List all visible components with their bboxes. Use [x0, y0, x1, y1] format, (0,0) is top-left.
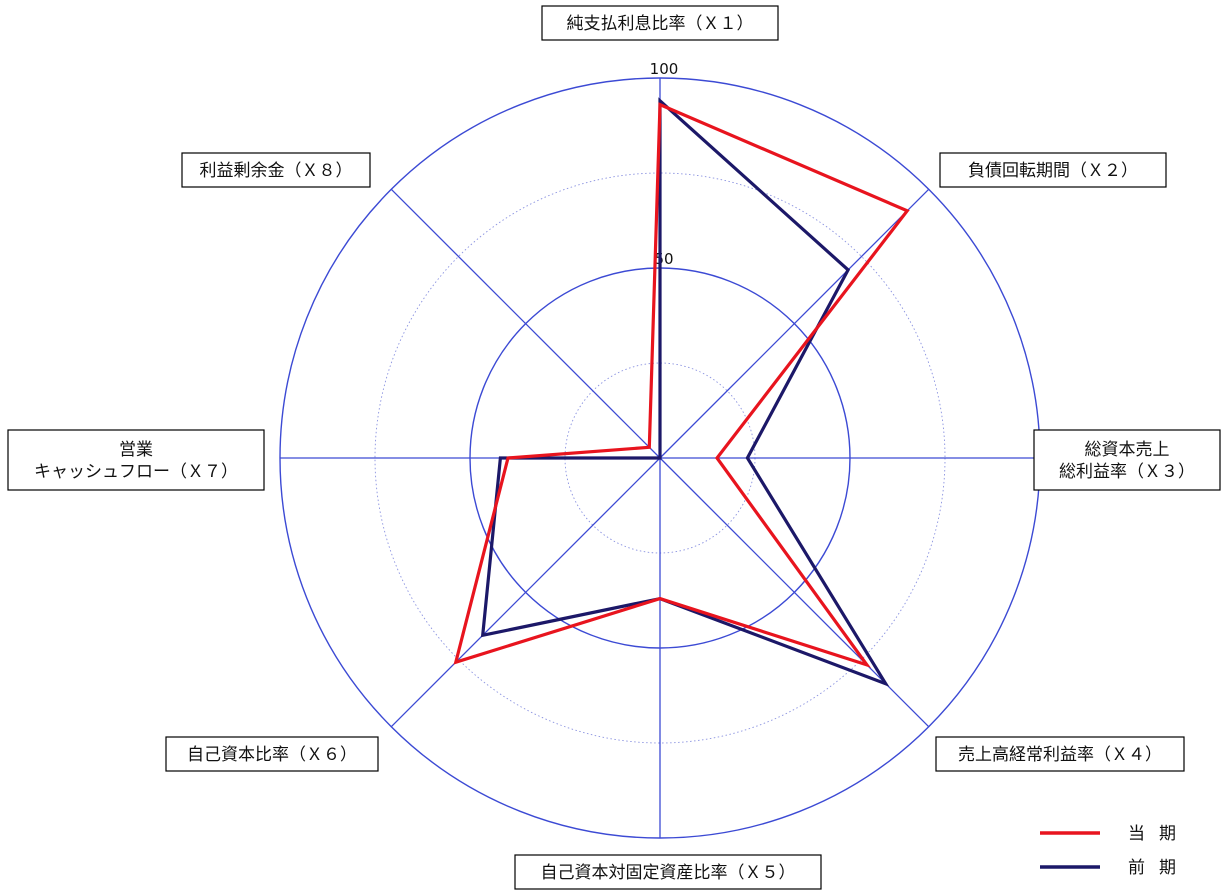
axis-label-text: 総利益率（Ｘ３）: [1059, 462, 1195, 482]
tick-label: 50: [654, 250, 673, 268]
axis-label-x1: 純支払利息比率（Ｘ１）: [541, 5, 779, 41]
axis-label-x6: 自己資本比率（Ｘ６）: [165, 736, 379, 772]
legend-label-1: 前期: [1128, 858, 1190, 878]
grid-spoke-6: [390, 457, 661, 728]
axis-label-x4: 売上高経常利益率（Ｘ４）: [935, 736, 1185, 772]
axis-label-text: 負債回転期間（Ｘ２）: [968, 161, 1138, 181]
radar-series: [453, 97, 910, 687]
axis-label-x5: 自己資本対固定資産比率（Ｘ５）: [514, 854, 822, 890]
axis-label-x8: 利益剰余金（Ｘ８）: [181, 152, 371, 188]
axis-label-x2: 負債回転期間（Ｘ２）: [939, 152, 1167, 188]
series-line-1: [480, 97, 890, 687]
axis-label-text: 総資本売上: [1085, 440, 1170, 460]
radar-tick-labels: 50 100: [650, 60, 679, 268]
grid-spoke-8: [390, 188, 661, 459]
axis-label-text: 自己資本比率（Ｘ６）: [187, 745, 357, 765]
axis-label-text: 自己資本対固定資産比率（Ｘ５）: [541, 863, 796, 883]
legend-label-0: 当期: [1128, 824, 1190, 844]
axis-label-text: 利益剰余金（Ｘ８）: [200, 161, 353, 181]
grid-spoke-2: [659, 188, 930, 459]
axis-label-text: 営業: [119, 440, 153, 460]
axis-label-text: 売上高経常利益率（Ｘ４）: [958, 745, 1162, 765]
tick-label: 100: [650, 60, 679, 78]
axis-label-text: 純支払利息比率（Ｘ１）: [567, 14, 754, 34]
axis-label-text: キャッシュフロー（Ｘ７）: [34, 462, 238, 482]
series-line-0: [453, 102, 910, 668]
